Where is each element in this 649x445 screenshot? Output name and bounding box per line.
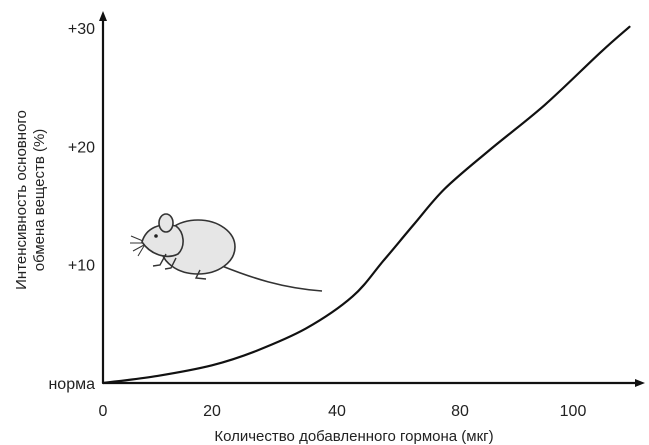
y-axis-label-line-2: обмена веществ (%) <box>31 129 48 272</box>
mouse-tail <box>221 265 323 292</box>
x-tick-label: 0 <box>99 403 108 420</box>
y-tick-label: норма <box>48 376 95 393</box>
y-tick-labels: норма +10 +20 +30 <box>48 21 95 393</box>
mouse-ear <box>158 213 174 233</box>
x-tick-label: 40 <box>328 403 346 420</box>
y-axis-label: Интенсивность основного обмена веществ (… <box>13 110 48 290</box>
x-tick-label: 80 <box>451 403 469 420</box>
mouse-eye <box>154 234 158 238</box>
mouse-front-leg <box>152 253 177 270</box>
y-tick-label: +10 <box>68 258 95 275</box>
series-line <box>101 25 631 385</box>
y-tick-label: +20 <box>68 139 95 156</box>
y-tick-label: +30 <box>68 21 95 38</box>
mouse-whiskers <box>130 235 145 257</box>
mouse-illustration <box>130 213 323 292</box>
x-axis-label: Количество добавленного гормона (мкг) <box>214 428 493 445</box>
x-tick-labels: 0 20 40 80 100 <box>99 403 587 420</box>
x-tick-label: 100 <box>560 403 587 420</box>
y-axis-label-line-1: Интенсивность основного <box>13 110 30 290</box>
x-tick-label: 20 <box>203 403 221 420</box>
mouse-hind-leg <box>194 269 207 280</box>
mouse-head <box>141 224 184 258</box>
